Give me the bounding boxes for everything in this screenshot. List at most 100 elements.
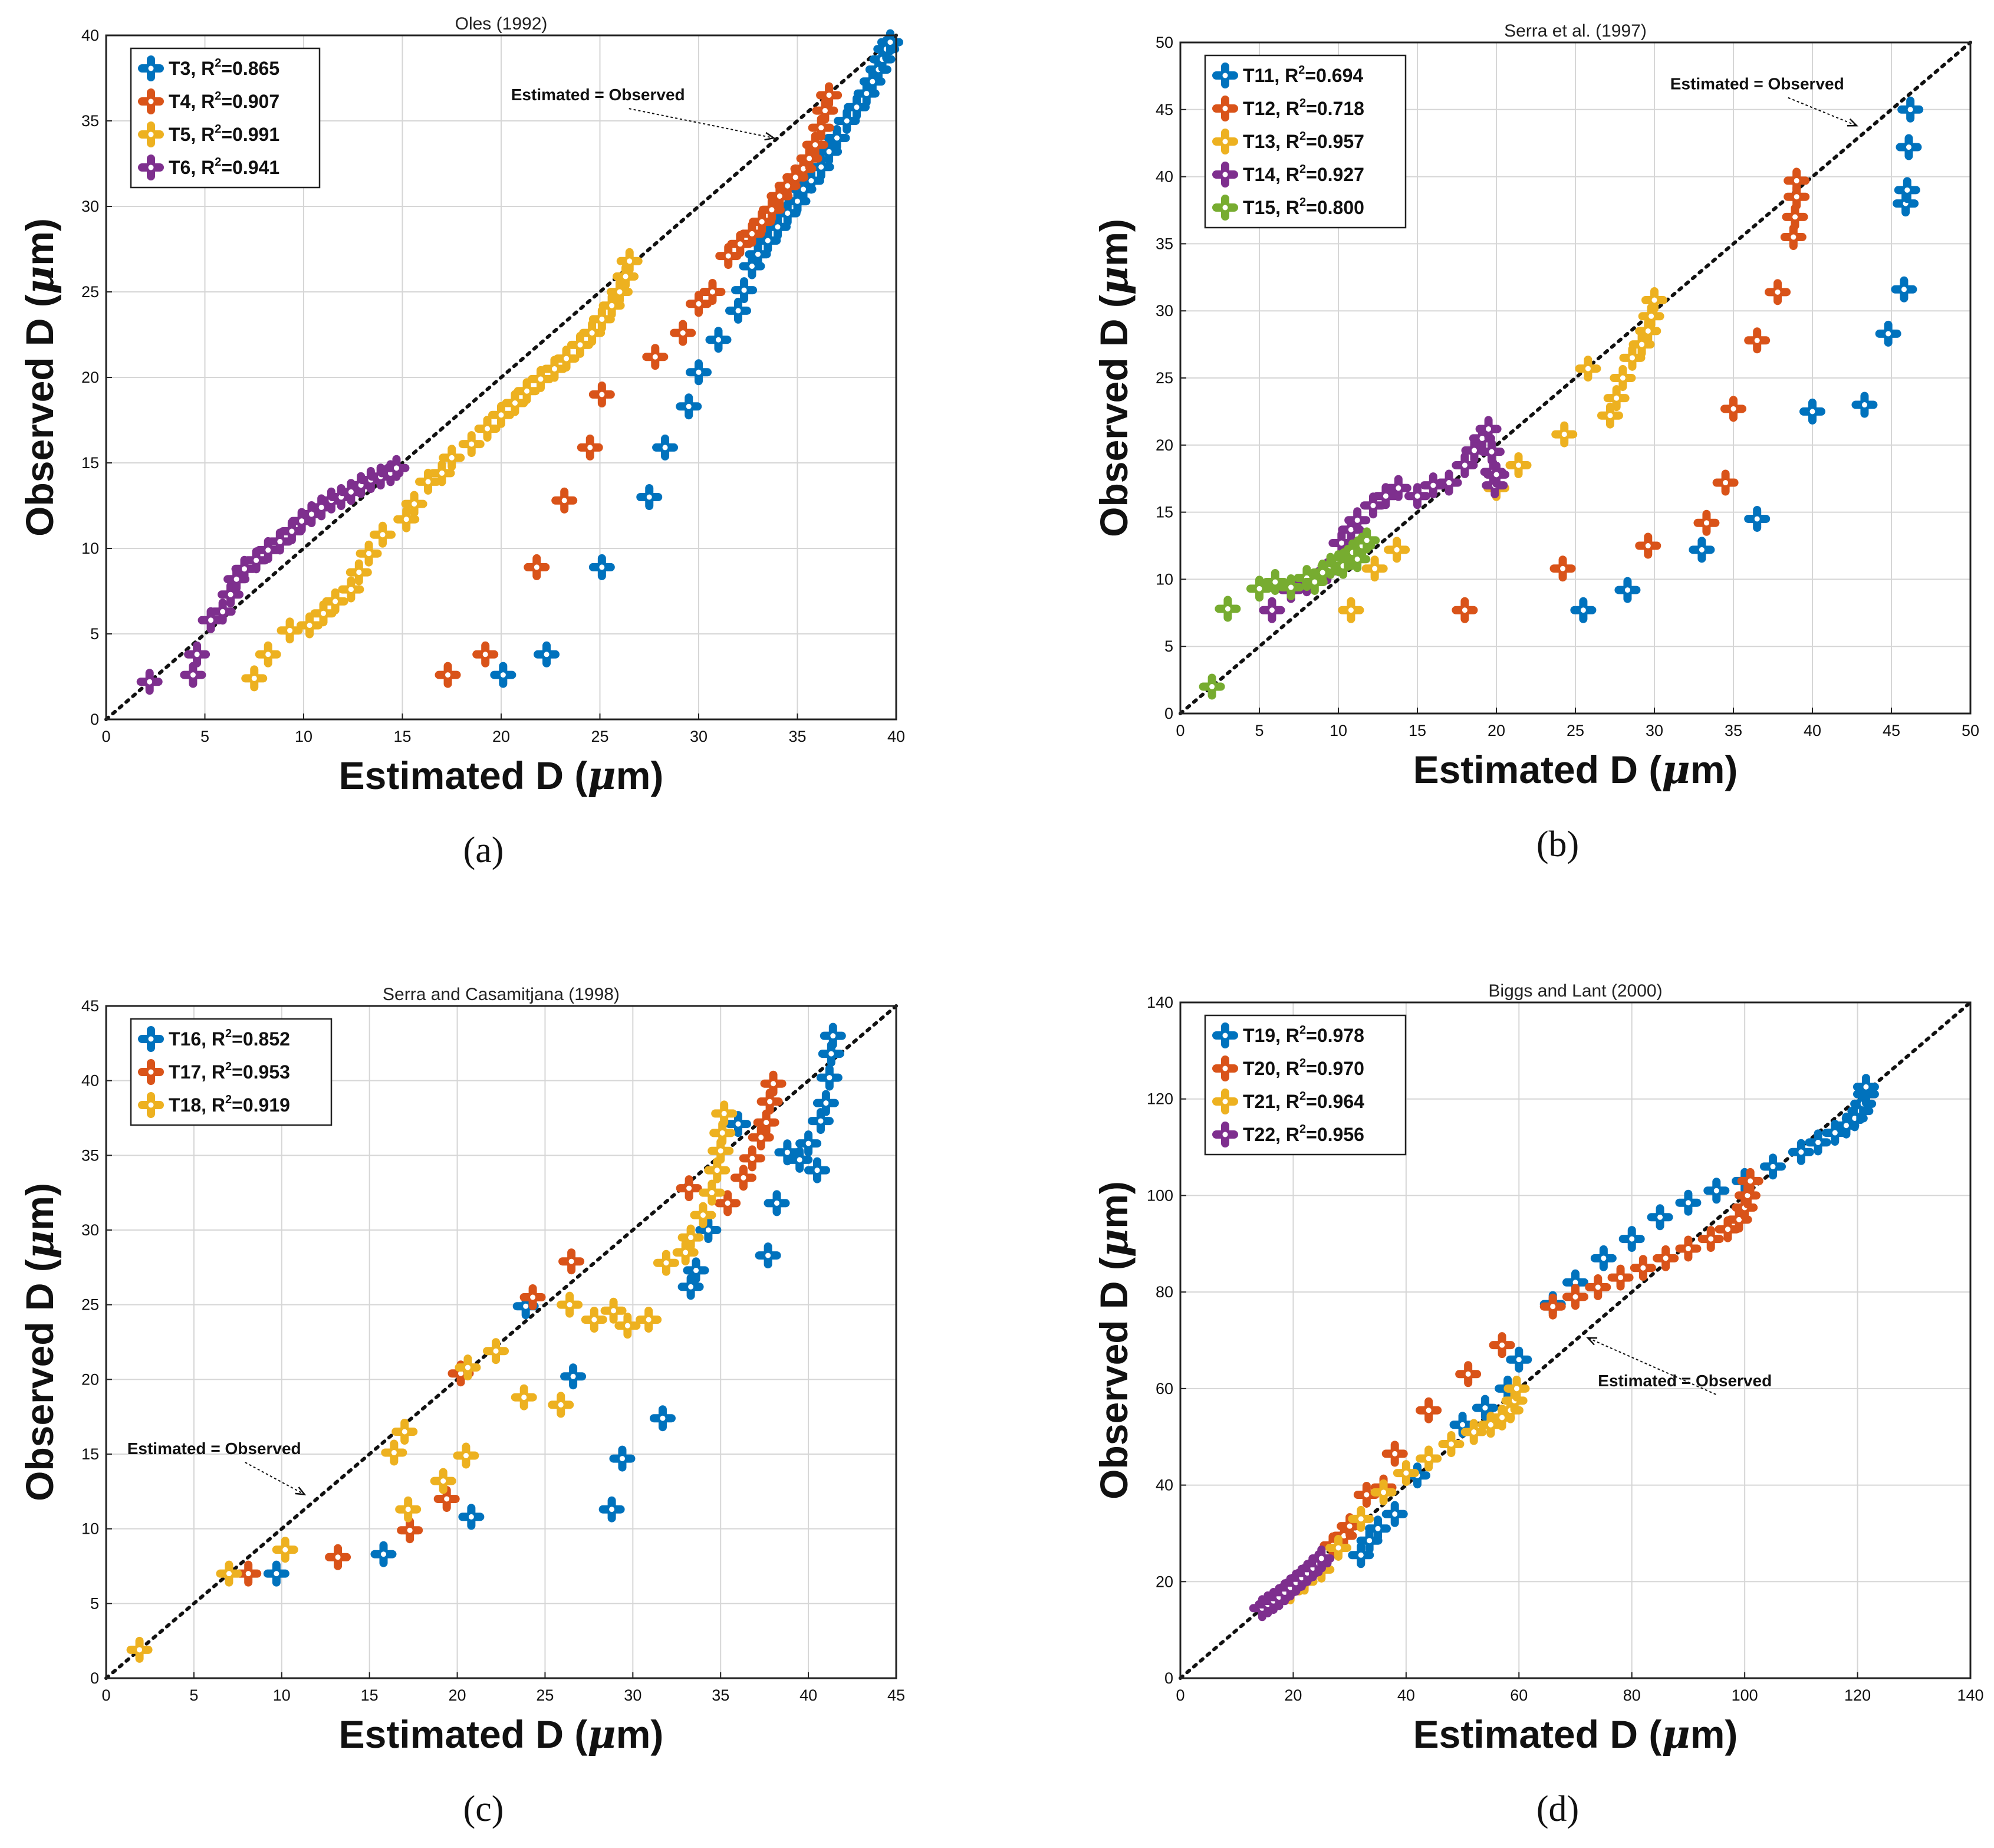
data-point-T5-center	[425, 479, 431, 485]
y-tick-label: 100	[1147, 1186, 1173, 1204]
data-point-T20-center	[1640, 1265, 1646, 1271]
series-T18	[126, 1100, 738, 1663]
data-point-T4-center	[826, 93, 832, 98]
plot-frame	[1179, 41, 1972, 715]
y-tick-label: 5	[90, 625, 99, 643]
data-point-T11-center	[1886, 331, 1891, 337]
data-point-T16-center	[619, 1456, 625, 1462]
annotation-arrow	[1788, 97, 1857, 127]
data-point-T20-center	[1725, 1226, 1730, 1232]
legend: T19, R2=0.978 T20, R2=0.970 T21, R2=0.964 T…	[1204, 1014, 1407, 1156]
data-point-T21-center	[1358, 1516, 1364, 1522]
data-point-T12-center	[1754, 337, 1760, 343]
data-point-T11-center	[1904, 187, 1910, 193]
data-point-T21-center	[1403, 1470, 1409, 1476]
data-point-T12-center	[1791, 234, 1796, 240]
data-point-T16-center	[735, 1121, 741, 1127]
data-point-T16-center	[705, 1227, 711, 1233]
data-point-T5-center	[321, 610, 326, 616]
y-tick-label: 0	[90, 711, 99, 728]
data-point-T16-center	[828, 1051, 834, 1057]
data-point-T12-center	[1560, 565, 1566, 571]
x-tick-label: 20	[449, 1686, 466, 1704]
data-point-T4-center	[599, 392, 605, 397]
data-point-T14-center	[1486, 426, 1492, 432]
legend-marker-T11-center	[1222, 73, 1228, 78]
y-tick-label: 40	[1156, 1477, 1173, 1494]
x-tick-label: 15	[393, 728, 411, 745]
series-T22	[1249, 1545, 1335, 1622]
data-point-T5-center	[403, 517, 409, 522]
x-tick-label: 0	[101, 728, 110, 745]
y-tick-label: 30	[81, 198, 99, 215]
data-point-T16-center	[380, 1551, 386, 1557]
legend-marker-T21-center	[1222, 1099, 1228, 1104]
series-T12	[1452, 167, 1810, 623]
data-point-T14-center	[1471, 448, 1477, 453]
data-point-T18-center	[493, 1348, 499, 1354]
x-tick-label: 120	[1844, 1686, 1871, 1704]
annotation-label: Estimated = Observed	[1670, 75, 1844, 93]
x-tick-label: 25	[591, 728, 608, 745]
legend-box	[1204, 54, 1407, 229]
y-tick-label: 20	[1156, 436, 1173, 454]
data-point-T3-center	[818, 164, 824, 170]
x-tick-label: 35	[1725, 722, 1742, 739]
data-point-T17-center	[407, 1527, 413, 1533]
data-point-T19-center	[1358, 1552, 1364, 1558]
panel-c: 0 5 10 15 20 25 30 35 40 45 0 5 10 15 20 25 30 35 40 45 Esti…	[17, 985, 905, 1829]
series-T19	[1348, 1074, 1879, 1569]
data-point-T6-center	[289, 528, 295, 534]
data-point-T5-center	[469, 441, 475, 447]
data-point-T5-center	[512, 400, 518, 406]
data-point-T18-center	[567, 1302, 572, 1308]
legend-marker-T14-center	[1222, 172, 1228, 177]
data-point-T16-center	[827, 1075, 833, 1081]
x-tick-label: 10	[295, 728, 312, 745]
y-tick-label: 40	[1156, 168, 1173, 186]
y-tick-label: 140	[1147, 994, 1173, 1011]
x-tick-label: 35	[788, 728, 806, 745]
panel-a: 0 5 10 15 20 25 30 35 40 0 5 10 15 20 25 30 35 40 Estimate…	[17, 14, 905, 870]
data-point-T4-center	[818, 125, 824, 131]
legend-entry-T11: T11, R2=0.694	[1243, 64, 1363, 86]
legend-marker-T19-center	[1222, 1032, 1228, 1038]
data-point-T15-center	[1225, 606, 1230, 611]
data-point-T15-center	[1288, 584, 1294, 590]
data-point-T13-center	[1516, 462, 1522, 468]
x-tick-label: 5	[200, 728, 209, 745]
data-point-T3-center	[844, 118, 850, 124]
data-point-T3-center	[646, 494, 652, 500]
data-point-T6-center	[277, 538, 283, 544]
data-point-T5-center	[439, 470, 445, 476]
data-point-T19-center	[1685, 1200, 1691, 1206]
data-point-T5-center	[251, 675, 257, 681]
x-tick-label: 45	[887, 1686, 905, 1704]
y-tick-label: 35	[81, 1146, 99, 1164]
y-tick-label: 40	[81, 1072, 99, 1090]
data-point-T19-center	[1572, 1280, 1578, 1285]
data-point-T21-center	[1426, 1456, 1432, 1462]
data-point-T17-center	[764, 1120, 769, 1126]
data-point-T4-center	[561, 498, 567, 504]
data-point-T5-center	[485, 426, 491, 432]
data-point-T21-center	[1448, 1441, 1454, 1447]
data-point-T19-center	[1815, 1139, 1821, 1145]
plot-frame	[105, 34, 897, 721]
data-point-T14-center	[1414, 493, 1420, 499]
series-T6	[136, 455, 410, 695]
data-point-T4-center	[534, 564, 539, 570]
data-point-T19-center	[1843, 1123, 1849, 1129]
data-point-T5-center	[564, 356, 570, 361]
data-point-T4-center	[807, 156, 812, 162]
data-point-T6-center	[242, 566, 247, 572]
data-point-T13-center	[1607, 413, 1613, 419]
data-point-T13-center	[1614, 395, 1620, 401]
x-tick-label: 0	[101, 1686, 110, 1704]
data-point-T16-center	[660, 1415, 666, 1421]
data-point-T16-center	[523, 1303, 529, 1309]
y-tick-label: 35	[1156, 235, 1173, 252]
data-point-T18-center	[709, 1190, 715, 1196]
data-point-T3-center	[749, 264, 755, 269]
data-point-T6-center	[393, 465, 399, 471]
